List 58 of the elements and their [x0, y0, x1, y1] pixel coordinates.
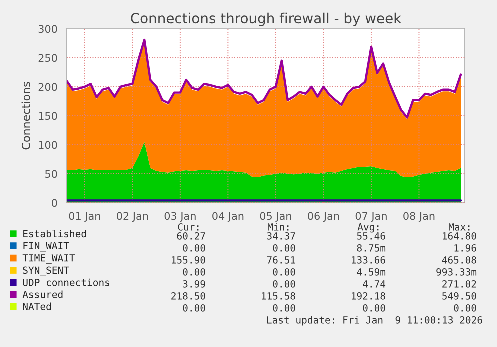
- line-series: [67, 38, 462, 119]
- text: Avg:: [358, 224, 379, 233]
- y-tick-label: 150: [39, 112, 58, 120]
- text: 218.50: [172, 292, 206, 300]
- y-tick-label: 0: [52, 199, 58, 208]
- text: 465.08: [442, 256, 476, 264]
- text: 60.27: [177, 232, 206, 240]
- x-tick-label: 01 Jan: [69, 212, 100, 222]
- x-tick-label: 08 Jan: [404, 212, 435, 222]
- text: 4.59m: [357, 268, 386, 276]
- x-tick-label: 04 Jan: [212, 212, 244, 222]
- x-tick-label: 06 Jan: [308, 212, 340, 222]
- y-tick-label: 100: [39, 141, 58, 150]
- y-tick-label: 300: [38, 25, 58, 34]
- text: 192.18: [352, 292, 386, 300]
- text: 4.74: [363, 280, 386, 288]
- text: 0.00: [454, 304, 476, 312]
- text: 0.00: [363, 304, 386, 312]
- x-tick-label: 02 Jan: [117, 212, 148, 222]
- text: Max:: [449, 224, 470, 231]
- y-axis-title: Connections: [22, 82, 30, 150]
- text: 0.00: [273, 268, 296, 276]
- legend-label: UDP connections: [23, 278, 110, 286]
- x-tick-label: 03 Jan: [164, 212, 196, 222]
- text: 8.75m: [357, 244, 386, 252]
- chart-title: Connections through firewall - by week: [131, 12, 402, 26]
- text: 76.51: [267, 256, 296, 264]
- legend-label: Established: [24, 230, 86, 238]
- legend-label: SYN_SENT: [23, 266, 70, 276]
- text: 3.99: [183, 280, 206, 288]
- text: 115.58: [262, 292, 296, 300]
- y-tick-label: 50: [46, 170, 58, 178]
- text: 0.00: [273, 280, 296, 288]
- text: 1.96: [454, 244, 476, 252]
- text: 0.00: [183, 244, 206, 252]
- text: 0.00: [273, 304, 296, 312]
- text: 993.33m: [436, 268, 477, 276]
- legend-label: NATed: [23, 302, 51, 310]
- legend-label: TIME_WAIT: [22, 254, 76, 264]
- legend-label: Assured: [22, 290, 63, 298]
- text: Last update: Fri Jan 9 11:00:13 2026: [267, 316, 482, 326]
- x-tick-label: 07 Jan: [356, 212, 387, 222]
- text: 271.02: [442, 280, 476, 288]
- text: 0.00: [183, 268, 206, 276]
- y-tick-label: 200: [38, 83, 58, 92]
- y-tick-label: 250: [38, 54, 58, 62]
- text: 549.50: [442, 292, 476, 300]
- text: 155.90: [172, 256, 206, 264]
- text: Min:: [268, 223, 289, 231]
- text: 0.00: [273, 244, 296, 252]
- text: 34.37: [267, 232, 296, 240]
- text: Cur:: [178, 223, 199, 231]
- legend-label: FIN_WAIT: [24, 242, 70, 252]
- text: 0.00: [183, 304, 206, 312]
- text: 164.80: [443, 232, 476, 240]
- text: 133.66: [352, 256, 386, 264]
- text: 55.46: [357, 232, 386, 240]
- x-tick-label: 05 Jan: [260, 212, 292, 222]
